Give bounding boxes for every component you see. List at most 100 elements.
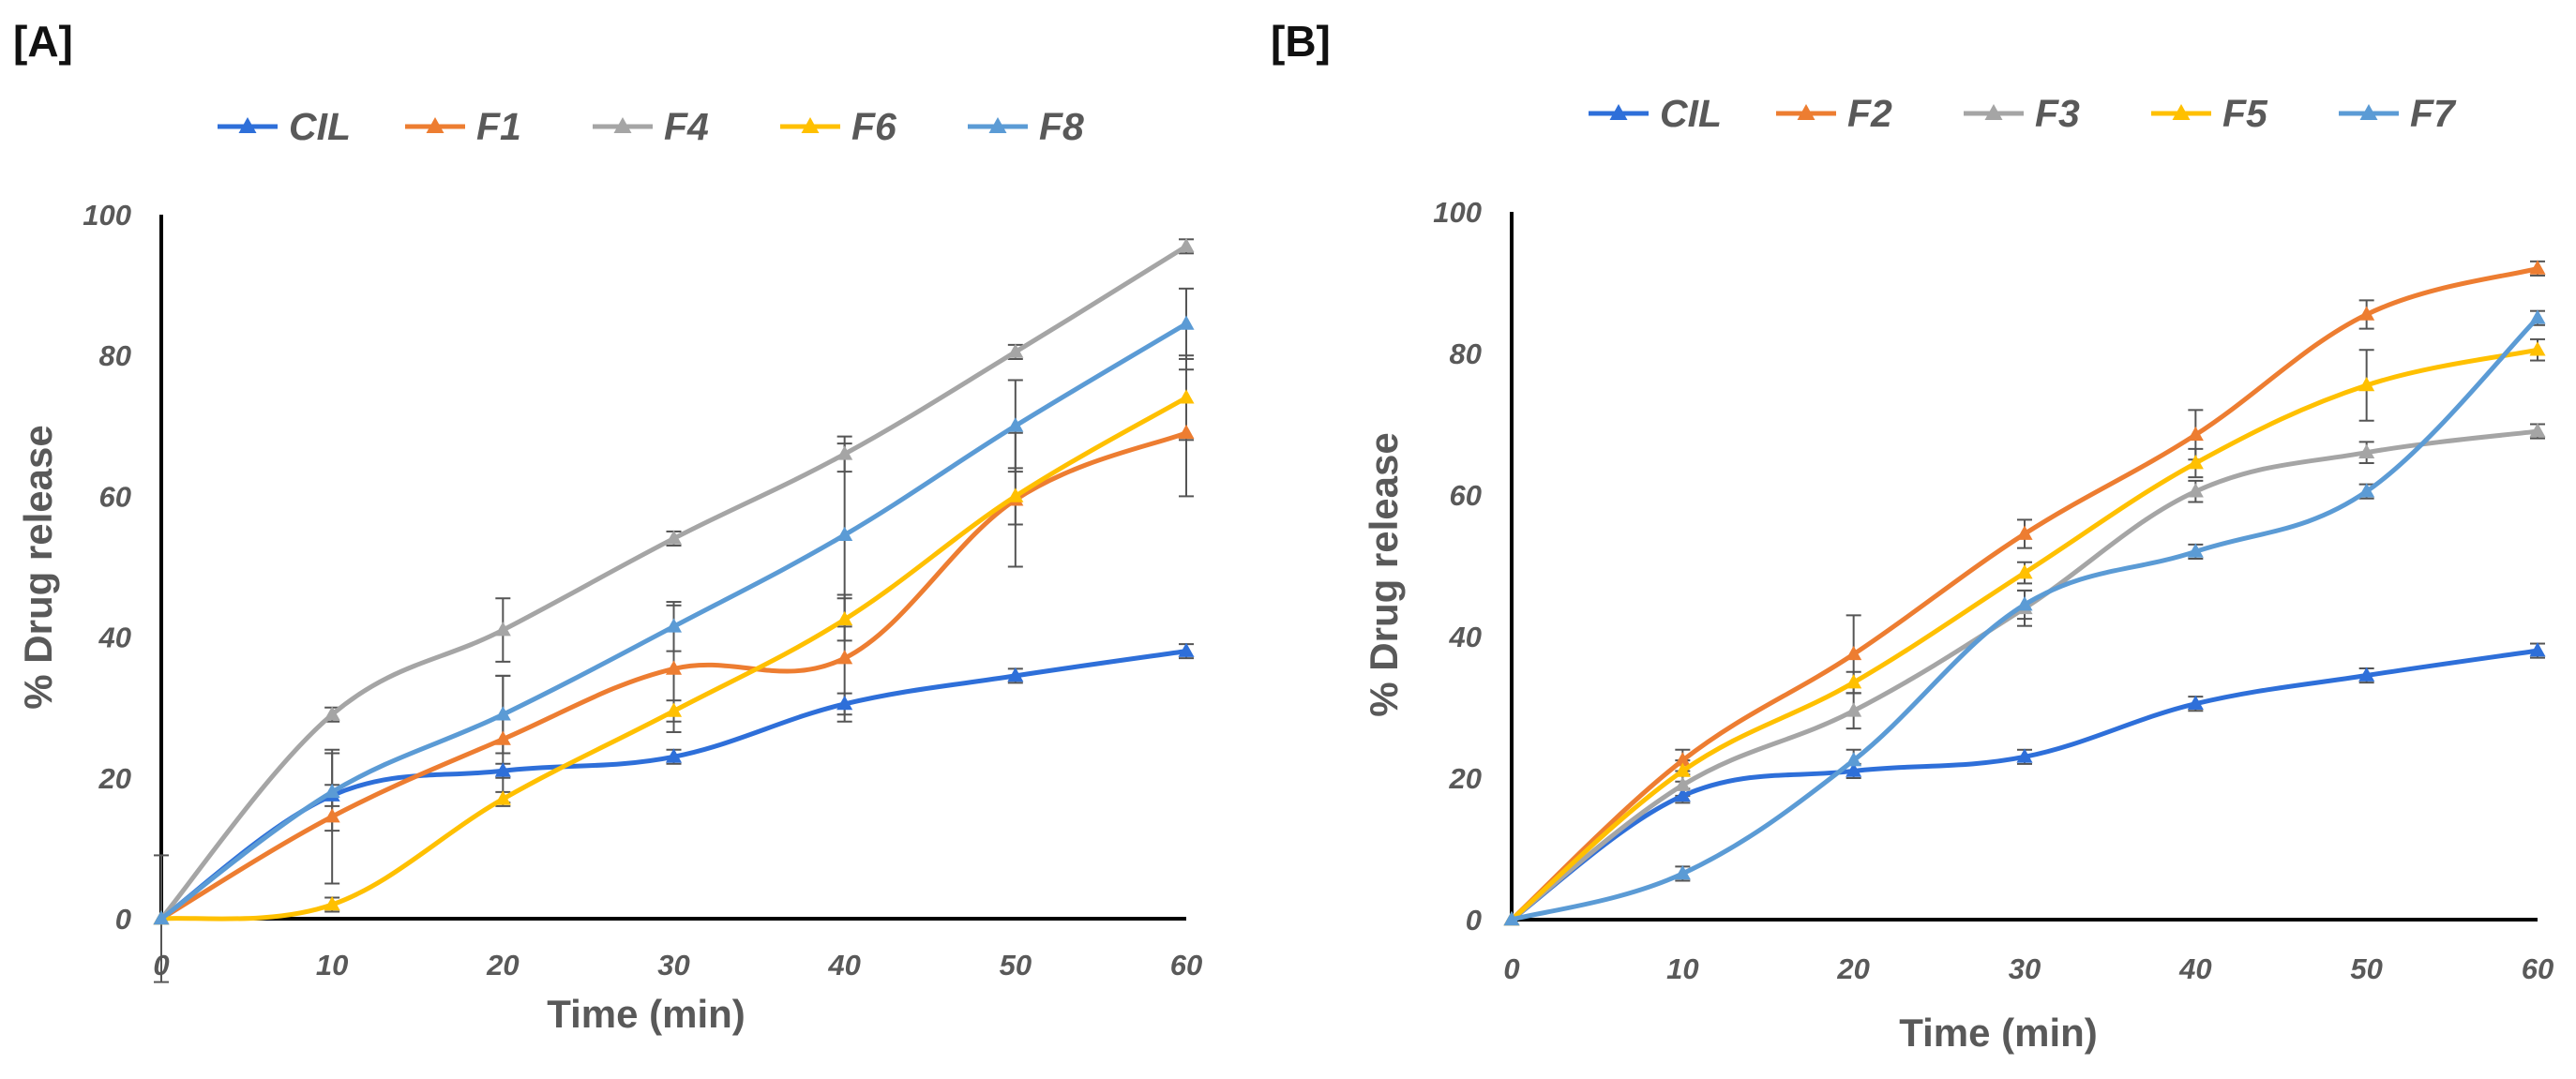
- legend-label: F7: [2410, 92, 2457, 135]
- data-point-marker: [324, 895, 340, 911]
- y-tick-label: 0: [1466, 904, 1482, 937]
- error-bars-f5: [1675, 337, 2545, 783]
- series-f7: [1503, 309, 2546, 926]
- data-point-marker: [836, 650, 853, 665]
- data-point-marker: [2016, 748, 2033, 763]
- x-axis-title-a: Time (min): [547, 992, 746, 1036]
- y-tick-label: 60: [1450, 479, 1482, 512]
- x-tick-label: 30: [657, 949, 689, 982]
- x-tick-label: 40: [827, 949, 860, 982]
- data-point-marker: [665, 618, 683, 633]
- data-point-marker: [1178, 315, 1195, 330]
- legend-marker: [2359, 104, 2378, 120]
- legend-a: CIL F1 F4 F6 F8: [218, 105, 1084, 148]
- data-point-marker: [2529, 642, 2546, 657]
- y-tick-label: 80: [1450, 337, 1482, 370]
- data-point-marker: [494, 730, 511, 745]
- data-point-marker: [2358, 667, 2375, 682]
- legend-b: CIL F2 F3 F5 F7: [1589, 92, 2457, 135]
- x-tick-label: 40: [2178, 952, 2211, 985]
- x-tick-label: 50: [1000, 949, 1032, 982]
- data-point-marker: [836, 610, 853, 626]
- data-point-marker: [494, 622, 511, 637]
- data-point-marker: [2016, 564, 2033, 579]
- data-point-marker: [1007, 487, 1024, 502]
- legend-marker: [426, 117, 444, 133]
- data-point-marker: [2187, 455, 2204, 470]
- series-line: [158, 244, 1189, 922]
- data-point-marker: [1007, 417, 1024, 432]
- error-bars-f8: [324, 287, 1194, 832]
- error-bars-f3: [1675, 423, 2545, 797]
- data-point-marker: [2358, 443, 2375, 458]
- x-tick-label: 20: [486, 949, 519, 982]
- legend-marker: [613, 117, 632, 133]
- y-axis-title-b: % Drug release: [1362, 432, 1406, 716]
- data-point-marker: [1674, 787, 1691, 802]
- data-point-marker: [2016, 525, 2033, 540]
- legend-marker: [1984, 104, 2003, 120]
- data-point-marker: [1845, 645, 1862, 661]
- y-tick-label: 0: [115, 903, 131, 936]
- x-tick-label: 0: [1503, 952, 1519, 985]
- legend-label: F6: [851, 105, 897, 148]
- legend-item-cil: CIL: [218, 105, 351, 148]
- x-tick-label: 10: [1666, 952, 1698, 985]
- legend-item-f4: F4: [593, 105, 709, 148]
- legend-item-f3: F3: [1964, 92, 2080, 135]
- data-point-marker: [665, 702, 683, 717]
- data-point-marker: [324, 706, 340, 721]
- legend-label: CIL: [1660, 92, 1722, 135]
- data-point-marker: [1674, 864, 1691, 880]
- data-point-marker: [836, 526, 853, 542]
- legend-marker: [1609, 104, 1628, 120]
- y-axis-title-a: % Drug release: [16, 425, 60, 709]
- data-point-marker: [2187, 695, 2204, 711]
- legend-label: F5: [2222, 92, 2268, 135]
- panel-label-a: [A]: [13, 17, 73, 66]
- legend-marker: [988, 117, 1007, 133]
- data-point-marker: [836, 695, 853, 711]
- data-point-marker: [494, 790, 511, 805]
- data-point-marker: [324, 783, 340, 799]
- data-point-marker: [1503, 911, 1520, 926]
- y-tick-label: 60: [99, 480, 131, 513]
- data-point-marker: [2358, 483, 2375, 498]
- x-tick-label: 60: [1170, 949, 1202, 982]
- legend-item-f1: F1: [405, 105, 521, 148]
- data-point-marker: [2187, 426, 2204, 442]
- data-point-marker: [1007, 343, 1024, 358]
- legend-item-f6: F6: [780, 105, 897, 148]
- data-point-marker: [2529, 309, 2546, 324]
- x-tick-label: 50: [2350, 952, 2382, 985]
- data-point-marker: [1845, 674, 1862, 689]
- error-bars-f1: [154, 368, 1194, 983]
- x-tick-label: 20: [1836, 952, 1869, 985]
- series-f8: [153, 315, 1195, 925]
- data-point-marker: [2529, 260, 2546, 275]
- legend-marker: [801, 117, 820, 133]
- data-point-marker: [1178, 424, 1195, 440]
- x-tick-label: 60: [2522, 952, 2553, 985]
- data-point-marker: [494, 706, 511, 721]
- data-point-marker: [2016, 596, 2033, 611]
- legend-marker: [238, 117, 257, 133]
- data-point-marker: [2187, 483, 2204, 498]
- data-point-marker: [1007, 667, 1024, 682]
- legend-item-cil: CIL: [1589, 92, 1722, 135]
- data-point-marker: [665, 748, 683, 763]
- legend-marker: [1797, 104, 1815, 120]
- data-point-marker: [836, 445, 853, 460]
- data-point-marker: [2529, 423, 2546, 438]
- y-tick-label: 40: [98, 622, 131, 654]
- plot-area-b: 0 20 40 60 80 100 0 10 20 30 40 50 60: [1433, 196, 2553, 985]
- data-point-marker: [2358, 306, 2375, 321]
- data-point-marker: [665, 660, 683, 675]
- legend-label: F3: [2035, 92, 2080, 135]
- data-point-marker: [1674, 752, 1691, 767]
- legend-label: F8: [1039, 105, 1084, 148]
- series-f4: [153, 237, 1195, 925]
- legend-item-f8: F8: [968, 105, 1084, 148]
- data-point-marker: [1674, 776, 1691, 791]
